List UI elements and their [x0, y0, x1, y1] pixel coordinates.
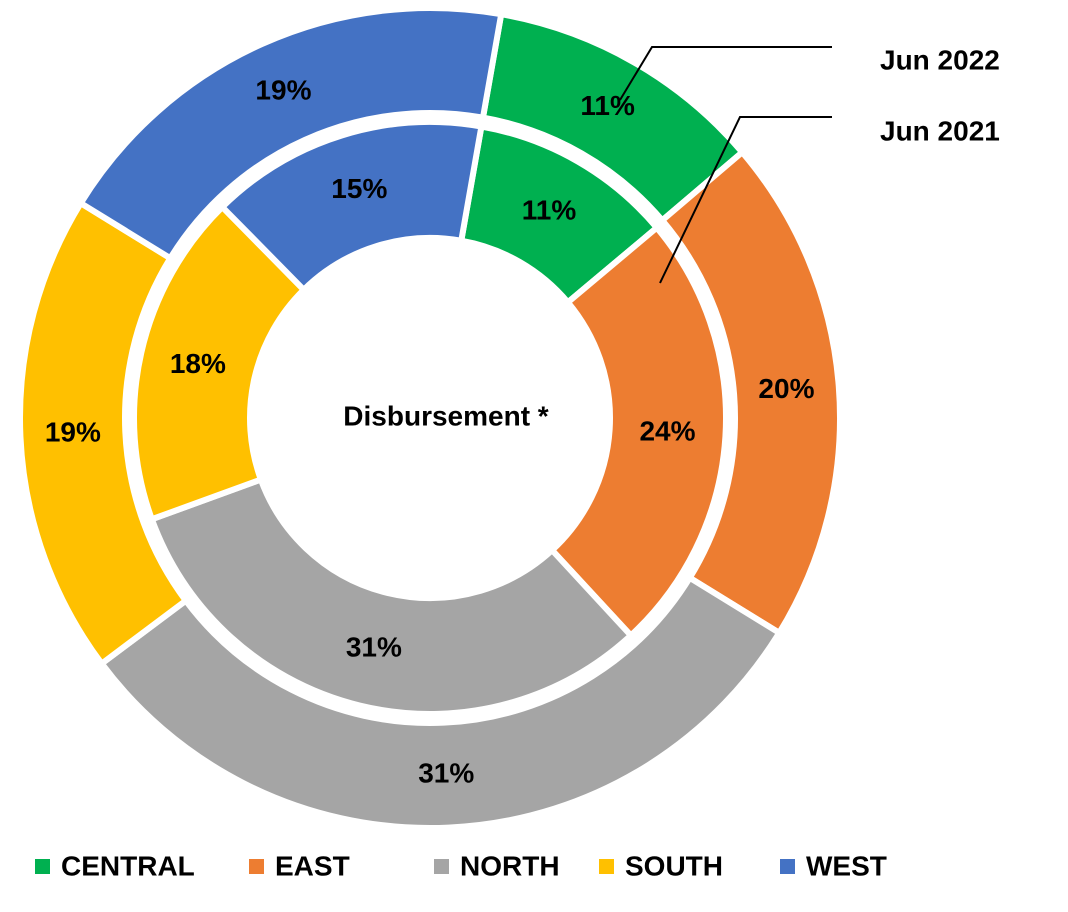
series-label: Jun 2021	[880, 115, 1000, 146]
legend-label: NORTH	[460, 850, 560, 881]
legend-label: EAST	[275, 850, 350, 881]
data-label: 11%	[580, 90, 635, 121]
data-label: 31%	[346, 632, 402, 663]
legend-swatch	[249, 859, 264, 874]
legend-label: SOUTH	[625, 850, 723, 881]
legend-swatch	[780, 859, 795, 874]
data-label: 11%	[522, 194, 577, 225]
leader-line	[659, 116, 832, 284]
legend-label: CENTRAL	[61, 850, 195, 881]
series-label: Jun 2022	[880, 44, 1000, 75]
legend-swatch	[35, 859, 50, 874]
legend-swatch	[599, 859, 614, 874]
legend-label: WEST	[806, 850, 887, 881]
data-label: 24%	[639, 415, 695, 446]
slice	[97, 573, 784, 831]
slice	[131, 202, 308, 524]
slice	[148, 475, 636, 717]
data-label: 20%	[758, 373, 814, 404]
data-label: 15%	[331, 173, 387, 204]
slice	[76, 5, 505, 263]
center-label: Disbursement *	[343, 400, 548, 431]
data-label: 19%	[255, 74, 311, 105]
data-label: 19%	[45, 417, 101, 448]
leader-line	[619, 46, 832, 101]
slice	[547, 223, 729, 640]
data-label: 18%	[170, 348, 226, 379]
slice	[218, 119, 485, 294]
data-label: 31%	[418, 758, 474, 789]
legend-swatch	[434, 859, 449, 874]
